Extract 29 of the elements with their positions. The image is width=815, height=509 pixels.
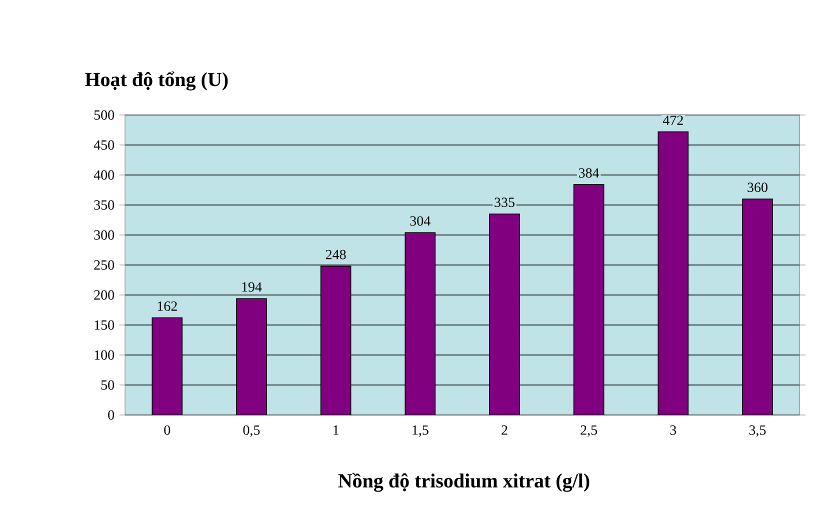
x-tick-label: 3,5 — [749, 425, 766, 437]
x-axis-title: Nồng độ trisodium xitrat (g/l) — [338, 472, 590, 492]
x-tick-label: 1 — [334, 425, 338, 435]
y-tick-label: 350 — [94, 200, 114, 210]
y-tick-label: 250 — [94, 260, 114, 270]
y-tick-label: 200 — [94, 290, 114, 300]
y-tick-label: 300 — [94, 230, 114, 240]
x-tick-label: 2,5 — [580, 425, 598, 437]
x-tick-label: 3 — [670, 425, 676, 435]
data-label: 472 — [662, 116, 683, 125]
data-label: 194 — [242, 282, 262, 292]
y-tick-label: 50 — [101, 380, 114, 390]
data-label: 335 — [494, 198, 514, 208]
y-tick-label: 500 — [94, 110, 114, 120]
y-tick-label: 450 — [94, 140, 114, 150]
x-tick-label: 0,5 — [243, 425, 260, 437]
y-tick-label: 150 — [94, 320, 114, 330]
y-tick-label: 400 — [94, 170, 114, 180]
y-tick-label: 100 — [94, 350, 114, 360]
x-tick-label: 0 — [164, 425, 170, 435]
data-label: 360 — [748, 182, 768, 192]
x-tick-label: 1,5 — [412, 425, 428, 437]
y-tick-label: 0 — [108, 410, 114, 420]
x-tick-label: 2 — [502, 425, 508, 435]
data-label: 304 — [410, 216, 430, 226]
data-label: 248 — [326, 250, 346, 260]
data-label: 162 — [158, 301, 177, 311]
data-label: 384 — [578, 168, 600, 178]
chart-title: Hoạt độ tổng (U) — [85, 72, 228, 90]
